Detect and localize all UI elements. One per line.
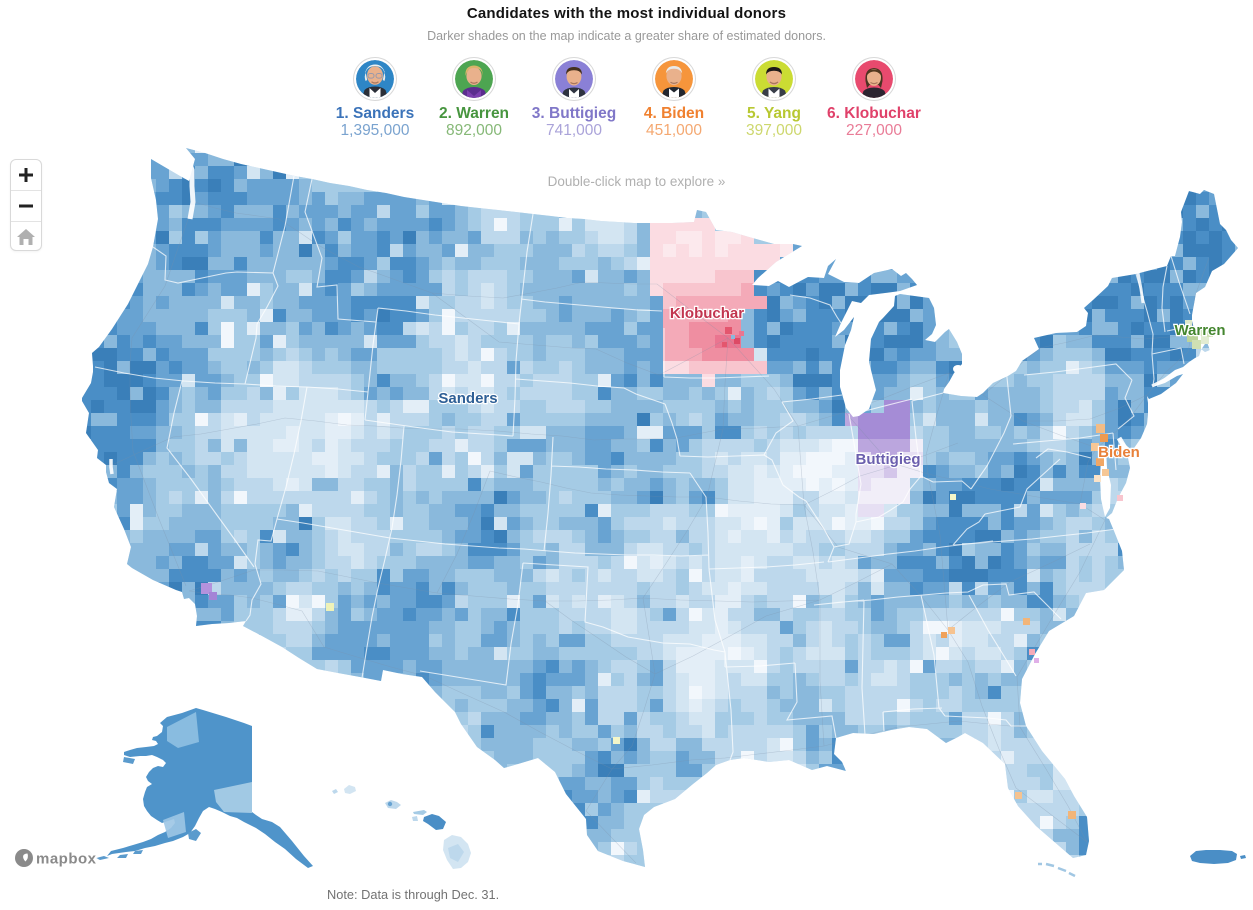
svg-text:Warren: Warren <box>1174 322 1225 339</box>
svg-text:mapbox: mapbox <box>36 851 97 868</box>
svg-text:Sanders: Sanders <box>438 390 497 407</box>
svg-text:Buttigieg: Buttigieg <box>856 451 921 468</box>
svg-text:Klobuchar: Klobuchar <box>670 305 744 322</box>
svg-text:Biden: Biden <box>1098 444 1140 461</box>
